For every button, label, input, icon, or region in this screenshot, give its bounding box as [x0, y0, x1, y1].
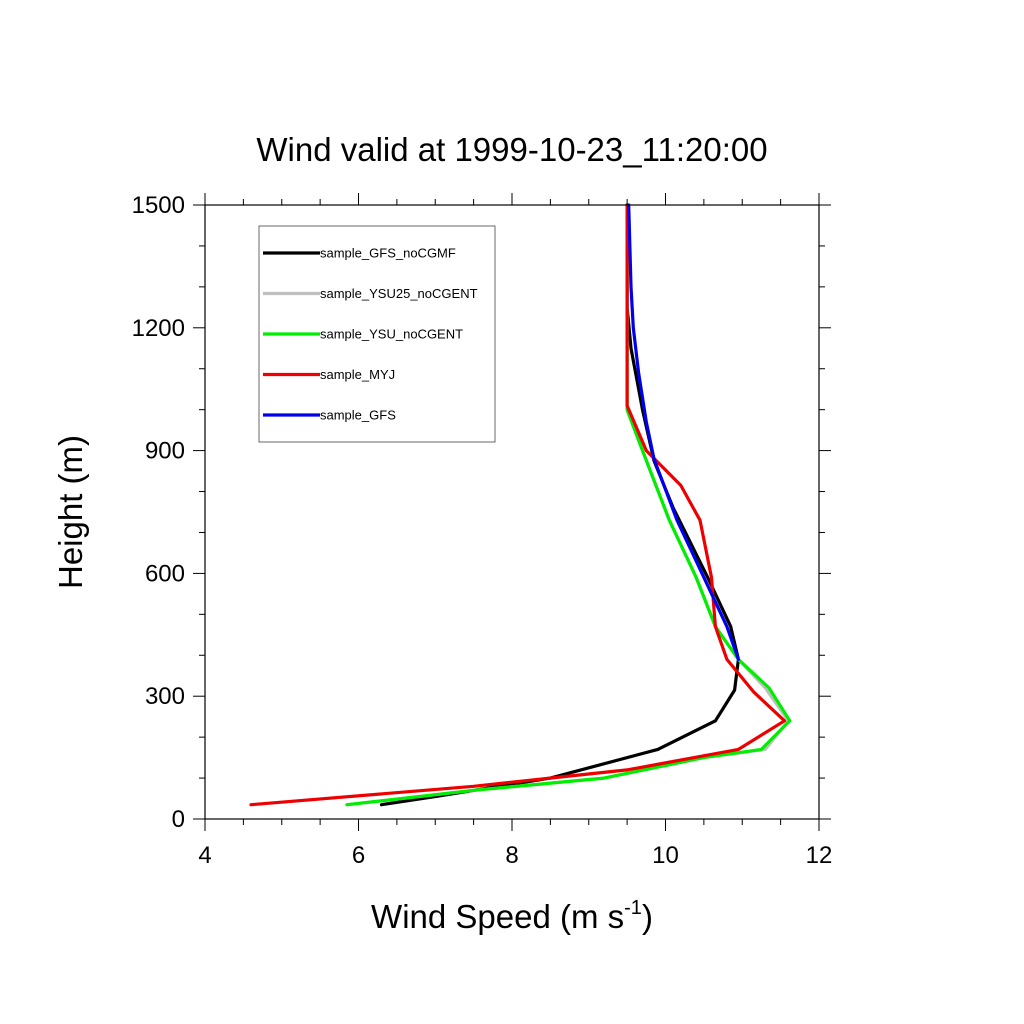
chart-title: Wind valid at 1999-10-23_11:20:00 [256, 131, 767, 168]
legend-label-sample_GFS_noCGMF: sample_GFS_noCGMF [320, 246, 456, 261]
series-line-sample_GFS [627, 203, 740, 661]
x-tick-label: 8 [505, 842, 518, 869]
ticks-layer: 4 6 8 10 12 0 300 600 900 1200 1500 [132, 192, 833, 869]
legend-label-sample_GFS: sample_GFS [320, 408, 396, 423]
legend: sample_GFS_noCGMF sample_YSU25_noCGENTsam… [258, 225, 496, 443]
y-tick-label: 600 [145, 560, 185, 587]
x-tick-label: 6 [352, 842, 365, 869]
series-line-sample_GFS_noCGMF [379, 203, 740, 807]
series-layer [249, 203, 792, 807]
y-tick-label: 900 [145, 438, 185, 465]
y-tick-label: 300 [145, 683, 185, 710]
x-axis-label-close: ) [642, 898, 653, 935]
series-line-sample_MYJ [249, 203, 787, 807]
y-axis-label: Height (m) [52, 435, 89, 589]
legend-label-sample_YSU_noCGENT: sample_YSU_noCGENT [320, 327, 463, 342]
x-axis-label-main: Wind Speed (m s [371, 898, 624, 935]
y-tick-label: 0 [172, 806, 185, 833]
y-tick-label: 1500 [132, 192, 185, 219]
x-tick-label: 4 [198, 842, 211, 869]
x-tick-label: 10 [652, 842, 679, 869]
x-tick-label: 12 [806, 842, 833, 869]
legend-label-sample_MYJ: sample_MYJ [320, 367, 395, 382]
x-axis-label-exponent: -1 [624, 897, 642, 919]
legend-label-sample_YSU25_noCGENT: sample_YSU25_noCGENT [320, 286, 478, 301]
x-axis-label: Wind Speed (m s-1) [371, 897, 653, 935]
y-tick-label: 1200 [132, 315, 185, 342]
